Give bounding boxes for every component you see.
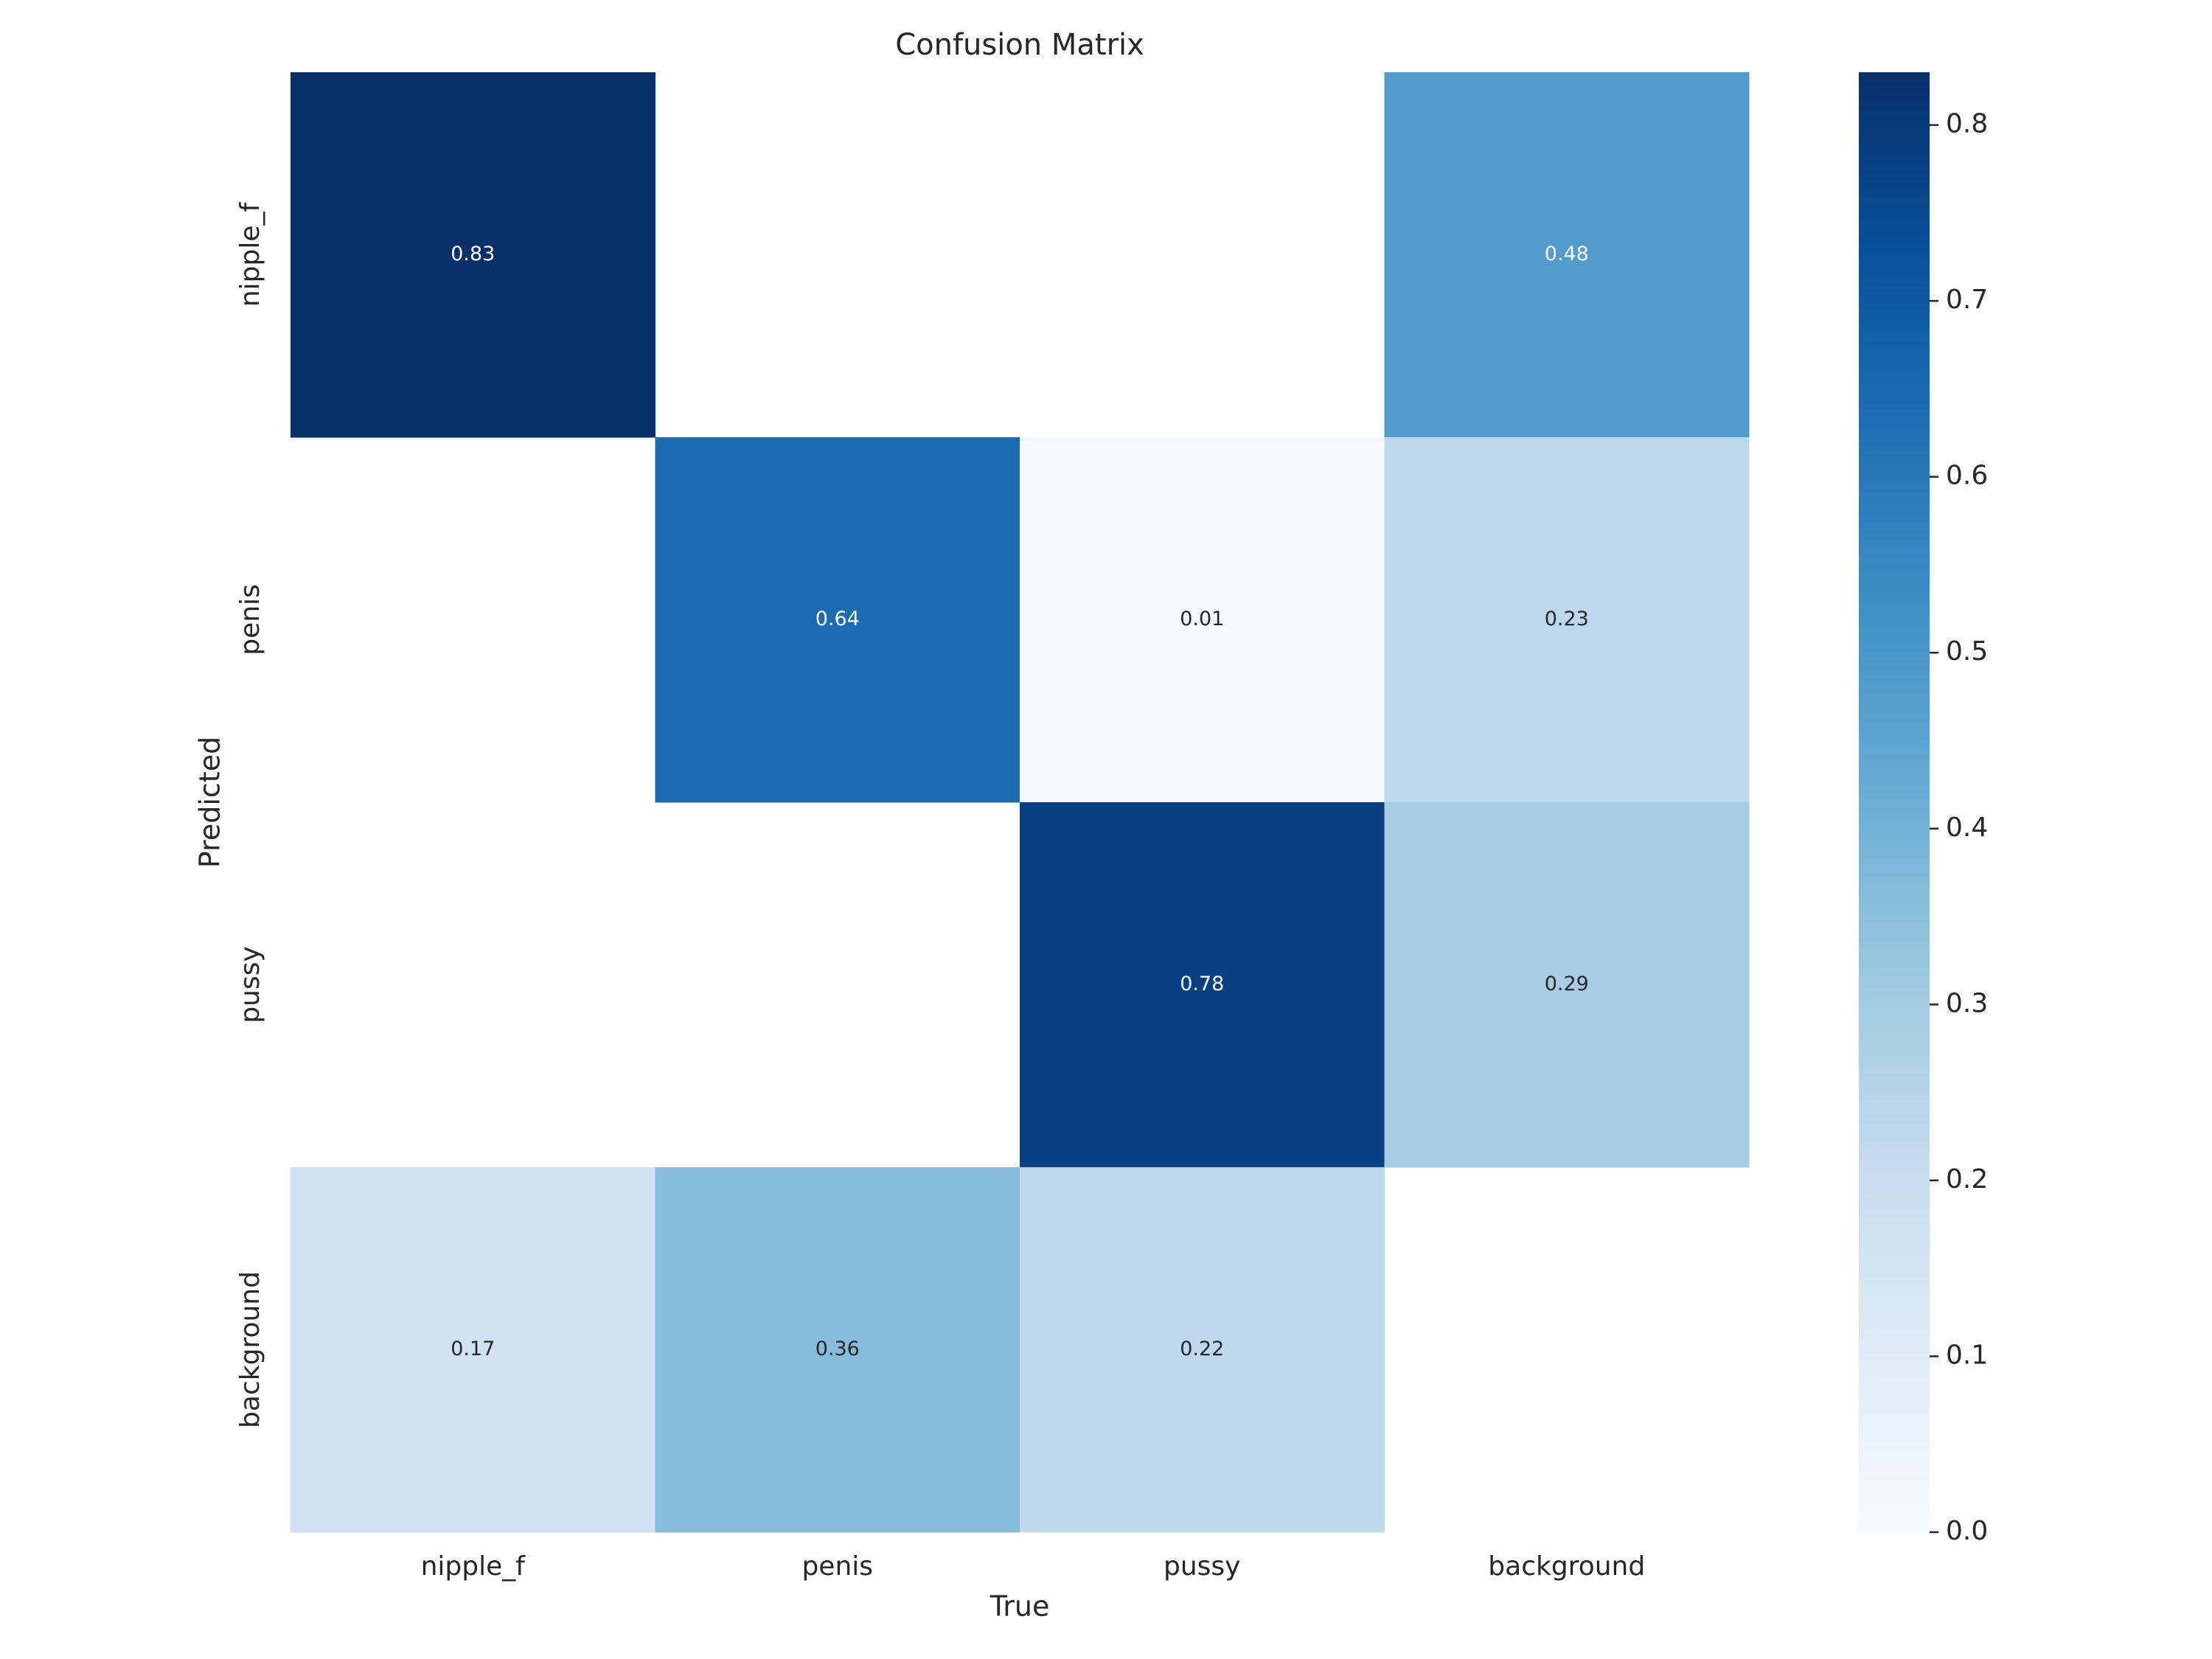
cell-label: 0.64 bbox=[815, 608, 860, 630]
colorbar-tick-label: 0.6 bbox=[1946, 461, 1988, 491]
cell-label: 0.01 bbox=[1180, 608, 1224, 630]
y-tick-label: background bbox=[235, 1271, 265, 1428]
cell bbox=[655, 437, 1020, 803]
cell-label: 0.17 bbox=[451, 1338, 495, 1360]
cell-label: 0.23 bbox=[1545, 608, 1589, 630]
cell bbox=[1020, 1167, 1385, 1533]
cell bbox=[655, 1167, 1020, 1533]
colorbar-tick-label: 0.3 bbox=[1946, 988, 1988, 1018]
cell bbox=[1384, 802, 1750, 1168]
colorbar-tick-label: 0.1 bbox=[1946, 1340, 1988, 1370]
colorbar-tick-label: 0.0 bbox=[1946, 1516, 1988, 1546]
y-tick-label: nipple_f bbox=[235, 202, 265, 307]
cell bbox=[1020, 437, 1385, 803]
colorbar-tick-label: 0.8 bbox=[1946, 109, 1988, 139]
cell bbox=[291, 72, 655, 438]
cell-label: 0.36 bbox=[815, 1338, 860, 1360]
colorbar-tick-label: 0.7 bbox=[1946, 285, 1988, 315]
cell bbox=[1384, 437, 1750, 803]
x-tick-label: background bbox=[1488, 1551, 1645, 1582]
x-tick-label: nipple_f bbox=[421, 1551, 526, 1582]
colorbar bbox=[1859, 72, 1930, 1532]
cell-label: 0.29 bbox=[1545, 973, 1589, 995]
x-axis-label: True bbox=[990, 1590, 1050, 1623]
x-tick-label: penis bbox=[801, 1551, 873, 1582]
y-axis-label: Predicted bbox=[194, 737, 226, 868]
cell bbox=[1020, 802, 1385, 1168]
colorbar-tick-label: 0.2 bbox=[1946, 1164, 1988, 1194]
cell-label: 0.83 bbox=[451, 243, 495, 265]
x-tick-label: pussy bbox=[1164, 1551, 1240, 1582]
cell bbox=[291, 1167, 655, 1533]
cell bbox=[1384, 72, 1750, 438]
cell-label: 0.48 bbox=[1545, 243, 1589, 265]
y-tick-label: penis bbox=[235, 584, 265, 655]
cell-label: 0.78 bbox=[1180, 973, 1224, 995]
cell-label: 0.22 bbox=[1180, 1338, 1224, 1360]
y-tick-label: pussy bbox=[235, 946, 265, 1023]
chart-title: Confusion Matrix bbox=[895, 28, 1144, 62]
colorbar-tick-label: 0.4 bbox=[1946, 813, 1988, 843]
colorbar-tick-label: 0.5 bbox=[1946, 636, 1988, 667]
